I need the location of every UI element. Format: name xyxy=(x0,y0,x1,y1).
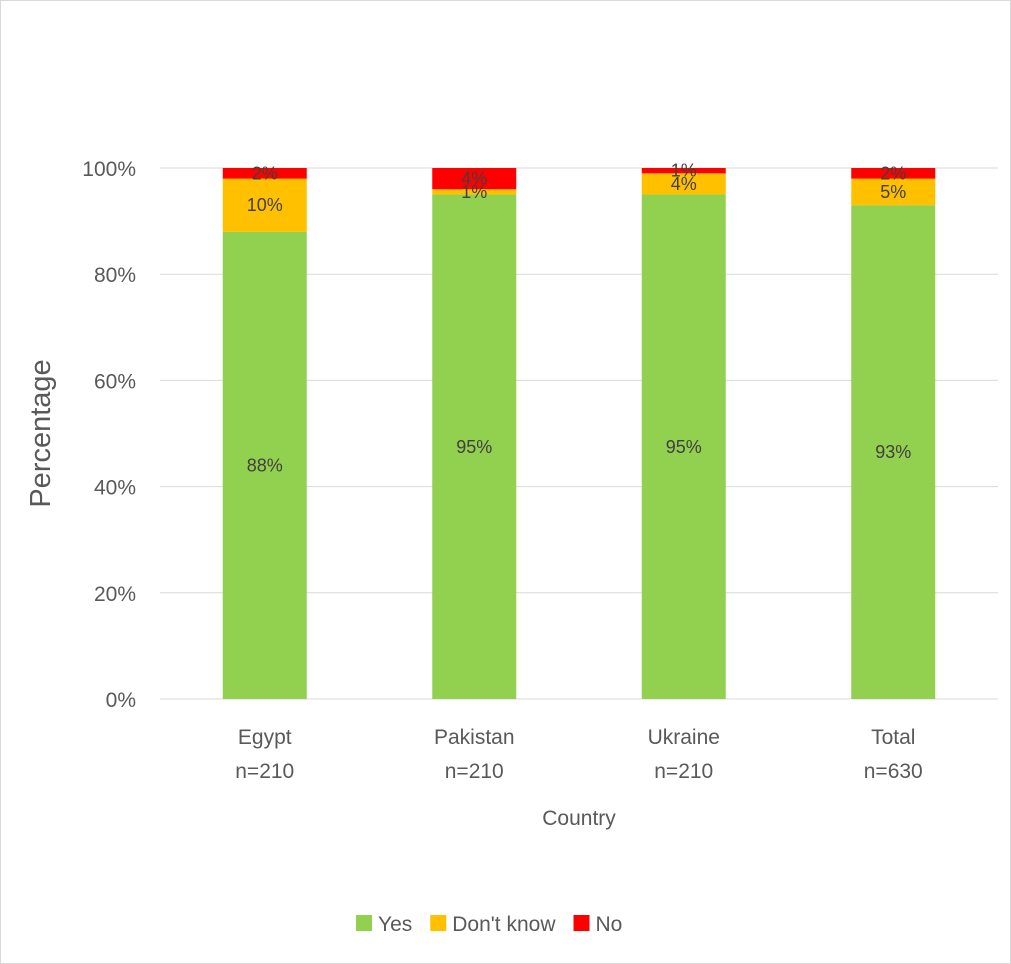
bar-segment xyxy=(851,178,936,206)
legend-swatch xyxy=(356,915,372,931)
y-tick-label: 20% xyxy=(94,583,136,606)
legend-swatch xyxy=(573,915,590,931)
data-label: 2% xyxy=(880,163,906,183)
bar-segment xyxy=(222,178,307,232)
data-label: 88% xyxy=(247,455,283,475)
bar-segment xyxy=(851,168,936,179)
data-label: 95% xyxy=(456,437,492,457)
legend: Yes Don't know No xyxy=(356,913,622,936)
data-labels: 88%10%2%95%1%4%95%4%1%93%5%2% xyxy=(247,161,912,476)
x-axis-title: Country xyxy=(542,807,616,830)
x-category-label: Total xyxy=(871,726,915,749)
legend-label: No xyxy=(596,913,623,936)
bar-segment xyxy=(432,189,517,195)
data-label: 4% xyxy=(671,174,697,194)
bars xyxy=(222,168,936,700)
x-category-label: n=210 xyxy=(445,760,504,783)
bar-segment xyxy=(641,173,726,195)
bar-segment xyxy=(432,194,517,700)
data-label: 95% xyxy=(666,437,702,457)
data-label: 1% xyxy=(671,161,697,181)
y-tick-labels: 0% 20% 40% 60% 80% 100% xyxy=(82,158,136,712)
y-tick-label: 80% xyxy=(94,264,136,287)
y-axis-title: Percentage xyxy=(25,359,57,507)
bar-segment xyxy=(222,168,307,179)
x-category-label: Ukraine xyxy=(648,726,720,749)
y-tick-label: 0% xyxy=(106,689,136,712)
legend-label: Yes xyxy=(378,913,412,936)
bar-segment xyxy=(851,205,936,700)
data-label: 2% xyxy=(252,163,278,183)
x-category-label: n=210 xyxy=(654,760,713,783)
data-label: 93% xyxy=(875,442,911,462)
y-tick-label: 100% xyxy=(82,158,136,181)
data-label: 1% xyxy=(461,182,487,202)
y-tick-label: 40% xyxy=(94,477,136,500)
x-category-labels: Egypt n=210 Pakistan n=210 Ukraine n=210 Total… xyxy=(235,726,922,783)
x-category-label: n=210 xyxy=(235,760,294,783)
x-category-label: Pakistan xyxy=(434,726,515,749)
y-tick-label: 60% xyxy=(94,370,136,393)
data-label: 5% xyxy=(880,182,906,202)
data-label: 10% xyxy=(247,195,283,215)
legend-label: Don't know xyxy=(452,913,556,936)
bar-segment xyxy=(641,194,726,700)
x-category-label: Egypt xyxy=(238,726,292,749)
bar-segment xyxy=(641,168,726,174)
bar-segment xyxy=(222,231,307,699)
data-label: 4% xyxy=(461,169,487,189)
legend-swatch xyxy=(430,915,447,931)
bar-segment xyxy=(432,168,517,190)
x-category-label: n=630 xyxy=(864,760,923,783)
